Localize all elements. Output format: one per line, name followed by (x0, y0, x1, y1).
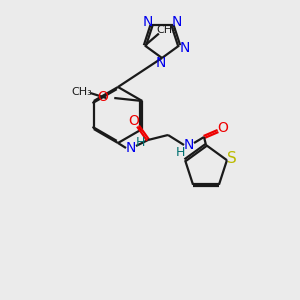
Text: N: N (156, 56, 166, 70)
Text: O: O (218, 121, 228, 135)
Text: N: N (180, 40, 190, 55)
Text: H: H (175, 146, 185, 160)
Text: CH₃: CH₃ (157, 25, 177, 34)
Text: S: S (227, 151, 237, 166)
Text: CH₃: CH₃ (72, 87, 93, 97)
Text: O: O (97, 90, 108, 104)
Text: N: N (184, 138, 194, 152)
Text: N: N (171, 15, 182, 29)
Text: N: N (126, 141, 136, 155)
Text: H: H (135, 136, 145, 149)
Text: O: O (129, 114, 140, 128)
Text: N: N (142, 15, 153, 29)
